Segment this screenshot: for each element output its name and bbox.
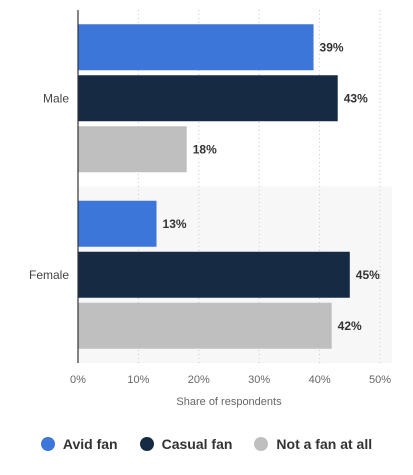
x-tick-label: 20% [188,374,210,386]
legend-label-not-a-fan: Not a fan at all [276,436,373,452]
legend-item-casual-fan[interactable]: Casual fan [139,436,233,452]
x-tick-label: 40% [309,374,331,386]
legend-item-not-a-fan[interactable]: Not a fan at all [254,436,372,452]
legend-marker-casual-fan [139,437,154,451]
x-axis-title: Share of respondents [176,396,282,408]
legend-marker-not-a-fan [254,437,269,451]
category-label: Female [29,268,69,282]
x-tick-label: 10% [127,374,149,386]
data-label: 42% [338,319,362,333]
data-label: 45% [356,268,380,282]
bar-casual-fan-female [78,251,350,298]
data-label: 13% [163,217,187,231]
bar-avid-fan-male [78,24,314,71]
legend-marker-avid-fan [40,437,55,451]
bar-avid-fan-female [78,200,157,247]
bar-chart: 39% 13% 43% 45% 18% 42% Male Female 0% 10% 20% 30% 4… [29,10,392,408]
bar-not-a-fan-at-all-male [78,126,187,173]
data-label: 39% [320,40,344,54]
legend-label-casual-fan: Casual fan [161,436,233,452]
data-label: 18% [193,142,217,156]
x-tick-label: 50% [369,374,391,386]
bar-not-a-fan-at-all-female [78,302,332,349]
legend: Avid fan Casual fan Not a fan at all [0,432,413,456]
legend-item-avid-fan[interactable]: Avid fan [40,436,118,452]
x-tick-label: 30% [248,374,270,386]
x-tick-label: 0% [70,374,86,386]
legend-label-avid-fan: Avid fan [62,436,118,452]
category-label: Male [43,91,69,105]
data-label: 43% [344,91,368,105]
bar-casual-fan-male [78,75,338,122]
